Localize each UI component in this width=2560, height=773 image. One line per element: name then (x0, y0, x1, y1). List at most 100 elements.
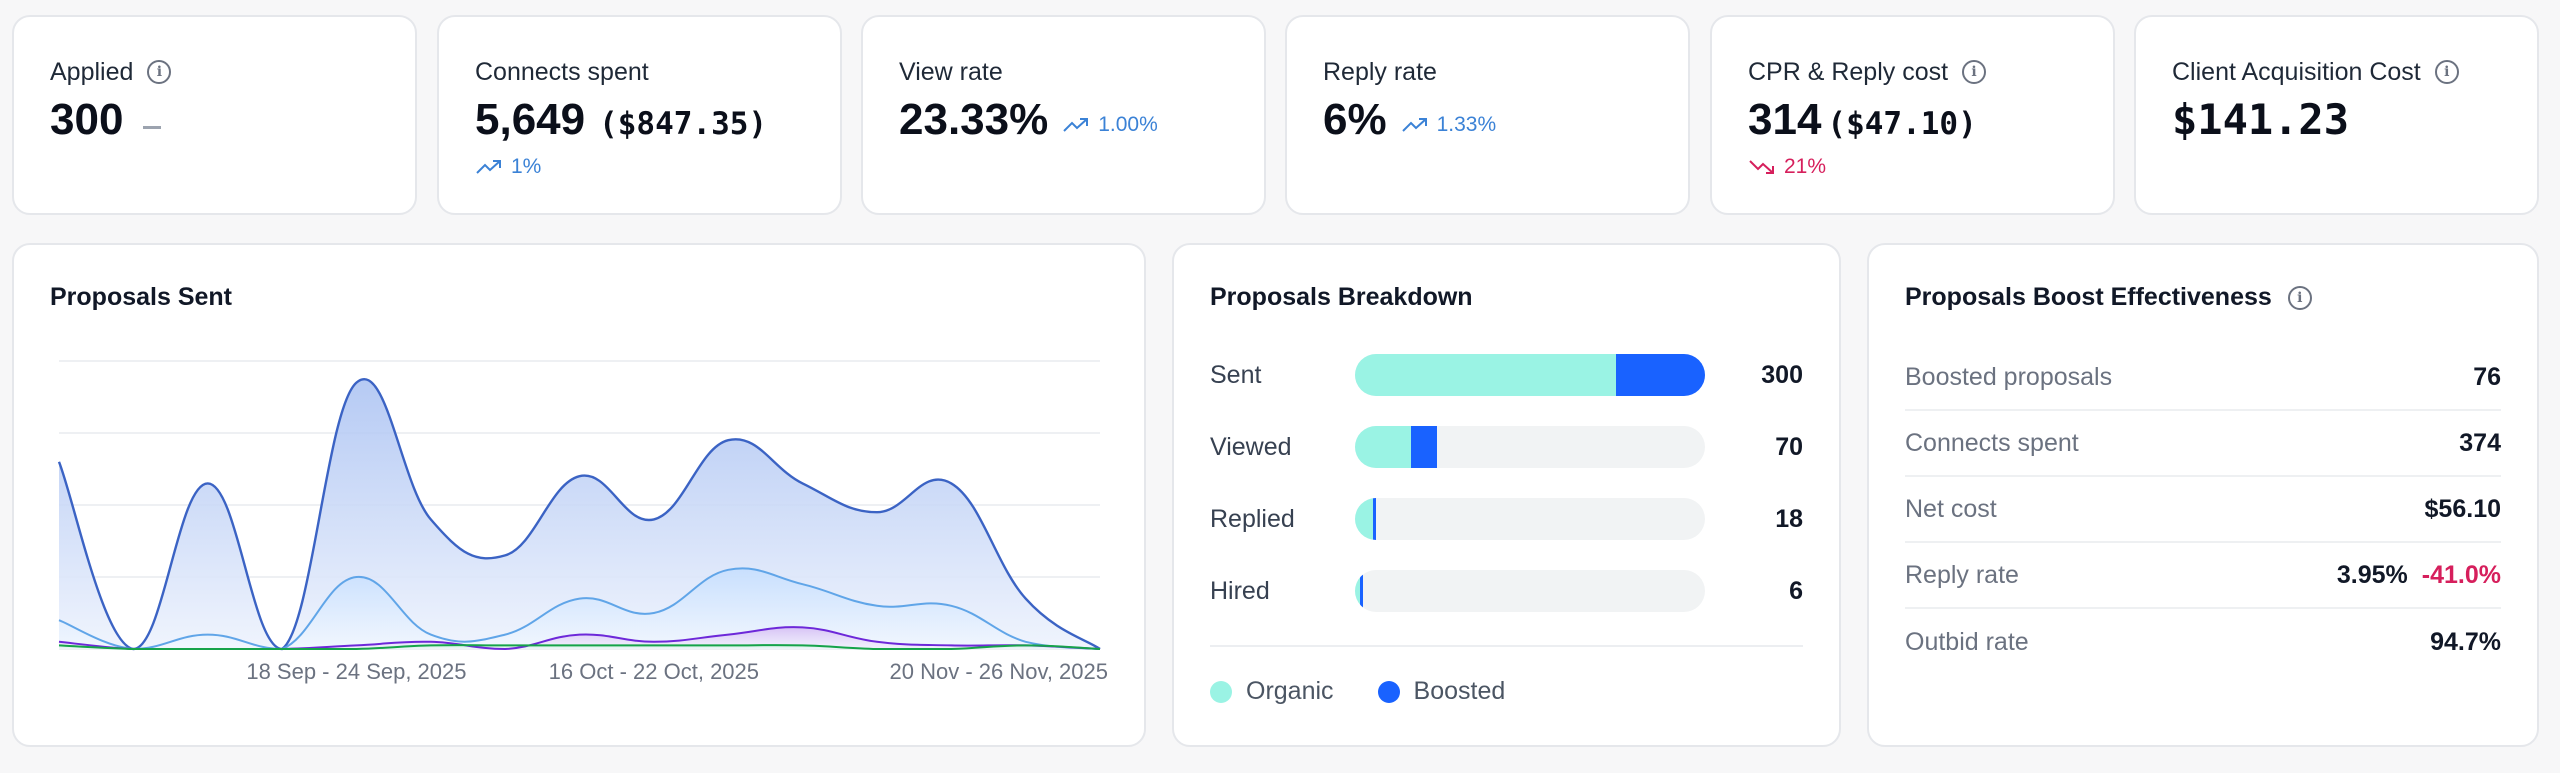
metric-value: 374 (2459, 428, 2501, 457)
info-icon[interactable]: i (1962, 60, 1987, 84)
trend-indicator: 1% (475, 155, 541, 179)
effectiveness-row: Reply rate 3.95% -41.0% (1905, 543, 2501, 609)
metric-value: 3.95% (2336, 560, 2408, 589)
series-line-sent[interactable] (57, 378, 1101, 651)
proposals-sent-panel: Proposals Sent 18 Sep - 24 Sep, 2025 16 O (12, 243, 1146, 747)
breakdown-label: Sent (1210, 360, 1262, 389)
info-icon[interactable]: i (2287, 285, 2312, 310)
no-change-dash-icon (143, 125, 162, 129)
organic-segment (1355, 426, 1411, 468)
kpi-subvalue: ($47.10) (1827, 106, 1977, 142)
trend-indicator: 1.00% (1062, 113, 1158, 137)
area-viewed (59, 568, 1100, 649)
kpi-label: Applied (50, 57, 134, 86)
kpi-value: 5,649 (475, 95, 586, 144)
kpi-card-reply-rate: Reply rate 6% 1.33% (1285, 15, 1690, 215)
metric-label: Boosted proposals (1905, 362, 2113, 391)
breakdown-value: 18 (1775, 504, 1803, 533)
metric-delta: -41.0% (2421, 560, 2501, 589)
effectiveness-list: Boosted proposals 76 Connects spent 374 Ne… (1905, 345, 2501, 675)
breakdown-value: 70 (1775, 432, 1803, 461)
breakdown-value: 300 (1761, 360, 1803, 389)
boosted-segment (1359, 570, 1363, 612)
kpi-card-cpr-reply-cost: CPR & Reply cost i 314 ($47.10) 21% (1710, 15, 2115, 215)
kpi-value: $141.23 (2172, 95, 2350, 144)
breakdown-value: 6 (1789, 576, 1803, 605)
x-tick-label: 18 Sep - 24 Sep, 2025 (246, 659, 466, 684)
effectiveness-row: Net cost $56.10 (1905, 477, 2501, 543)
effectiveness-row: Outbid rate 94.7% (1905, 609, 2501, 675)
metric-label: Reply rate (1905, 560, 2019, 589)
divider (1210, 645, 1803, 647)
breakdown-legend: Organic Boosted (1210, 677, 1549, 706)
kpi-label: Connects spent (475, 57, 649, 86)
breakdown-bar[interactable] (1355, 498, 1705, 540)
area-replied (59, 627, 1100, 649)
series-line-viewed[interactable] (58, 567, 1101, 651)
proposals-sent-chart[interactable]: 18 Sep - 24 Sep, 2025 16 Oct - 22 Oct, 20… (14, 245, 1144, 745)
boosted-segment (1372, 498, 1376, 540)
kpi-card-connects-spent: Connects spent 5,649 ($847.35) 1% (437, 15, 842, 215)
legend-item-organic[interactable]: Organic (1210, 677, 1334, 706)
legend-item-boosted[interactable]: Boosted (1377, 677, 1506, 706)
kpi-card-client-acquisition-cost: Client Acquisition Cost i $141.23 (2134, 15, 2539, 215)
proposals-breakdown-panel: Proposals Breakdown Sent 300 Viewed 70 R… (1172, 243, 1841, 747)
legend-label: Boosted (1413, 677, 1506, 705)
panel-title: Proposals Breakdown (1210, 283, 1473, 311)
kpi-value: 300 (50, 95, 124, 144)
breakdown-row-viewed: Viewed 70 (1210, 425, 1803, 469)
legend-label: Organic (1246, 677, 1334, 705)
boosted-segment (1616, 354, 1705, 396)
kpi-label: CPR & Reply cost (1748, 57, 1949, 86)
kpi-label: View rate (899, 57, 1003, 86)
kpi-value: 6% (1323, 95, 1387, 144)
kpi-subvalue: ($847.35) (599, 106, 768, 142)
trend-value: 1.00% (1098, 113, 1158, 136)
kpi-card-view-rate: View rate 23.33% 1.00% (861, 15, 1266, 215)
trend-value: 21% (1784, 155, 1827, 178)
info-icon[interactable]: i (2434, 60, 2459, 84)
trending-up-icon (1063, 118, 1089, 132)
breakdown-row-sent: Sent 300 (1210, 353, 1803, 397)
panel-title: Proposals Boost Effectiveness (1905, 283, 2272, 311)
breakdown-bar[interactable] (1355, 570, 1705, 612)
info-icon[interactable]: i (147, 60, 172, 84)
trend-value: 1% (511, 155, 542, 178)
area-sent (59, 379, 1100, 649)
effectiveness-row: Boosted proposals 76 (1905, 345, 2501, 411)
metric-value: 94.7% (2430, 627, 2501, 656)
metric-label: Outbid rate (1905, 627, 2029, 656)
effectiveness-row: Connects spent 374 (1905, 411, 2501, 477)
x-tick-label: 20 Nov - 26 Nov, 2025 (890, 659, 1109, 684)
organic-segment (1355, 498, 1373, 540)
boosted-segment (1411, 426, 1437, 468)
trending-down-icon (1749, 160, 1774, 174)
breakdown-bar[interactable] (1355, 354, 1705, 396)
panel-title: Proposals Sent (50, 283, 232, 311)
boost-effectiveness-panel: Proposals Boost Effectiveness i Boosted p… (1867, 243, 2539, 747)
breakdown-label: Replied (1210, 504, 1295, 533)
metric-label: Net cost (1905, 494, 1997, 523)
x-tick-label: 16 Oct - 22 Oct, 2025 (549, 659, 759, 684)
boosted-dot-icon (1377, 680, 1400, 703)
kpi-card-applied: Applied i 300 (12, 15, 417, 215)
breakdown-row-hired: Hired 6 (1210, 569, 1803, 613)
kpi-value: 23.33% (899, 95, 1049, 144)
metric-label: Connects spent (1905, 428, 2079, 457)
organic-segment (1355, 354, 1617, 396)
trending-up-icon (476, 160, 501, 174)
breakdown-label: Hired (1210, 576, 1270, 605)
trend-indicator: 1.33% (1401, 113, 1497, 137)
breakdown-row-replied: Replied 18 (1210, 497, 1803, 541)
metric-value: 76 (2473, 362, 2501, 391)
trending-up-icon (1401, 118, 1427, 132)
kpi-label: Reply rate (1323, 57, 1437, 86)
breakdown-bar[interactable] (1355, 426, 1705, 468)
trend-indicator: 21% (1748, 155, 1826, 179)
breakdown-label: Viewed (1210, 432, 1292, 461)
organic-dot-icon (1210, 680, 1232, 703)
kpi-value: 314 (1748, 95, 1822, 144)
metric-value: $56.10 (2424, 494, 2501, 523)
trend-value: 1.33% (1436, 113, 1497, 136)
organic-segment (1355, 570, 1360, 612)
